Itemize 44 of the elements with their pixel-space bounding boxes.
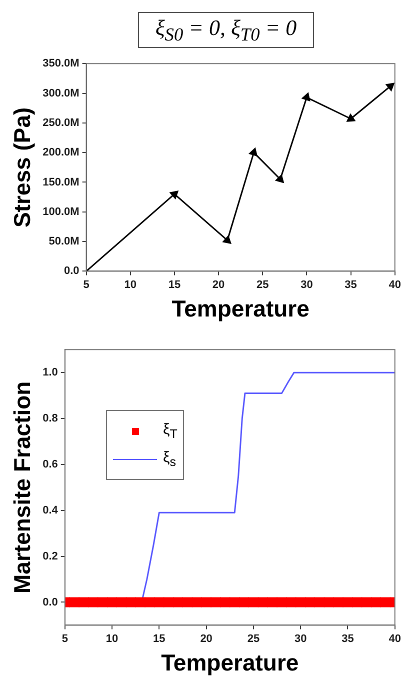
y-tick-label: 0.0: [42, 596, 58, 609]
legend-label: ξ$_{s}$: [163, 449, 176, 470]
y-tick-label: 250.0M: [42, 117, 80, 130]
x-tick-label: 40: [388, 279, 402, 292]
x-tick-label: 35: [342, 633, 354, 646]
y-tick-label: 0.4: [42, 504, 59, 517]
x-tick-label: 25: [256, 279, 269, 292]
y-tick-label: 350.0M: [42, 58, 80, 70]
chart-title: ξ$_{S0}$ = 0, ξ$_{T0}$ = 0: [138, 12, 314, 48]
x-axis-title: Temperature: [172, 296, 310, 322]
y-axis-title: Stress (Pa): [9, 108, 36, 228]
x-tick-label: 5: [83, 279, 90, 292]
x-tick-label: 10: [124, 279, 136, 292]
x-tick-label: 10: [106, 633, 118, 646]
x-axis-title: Temperature: [161, 650, 299, 676]
y-axis-title: Martensite Fraction: [9, 382, 36, 594]
legend-label: ξ$_{T}$: [163, 421, 178, 442]
y-tick-label: 0.2: [42, 550, 58, 563]
x-tick-label: 20: [200, 633, 212, 646]
y-tick-label: 300.0M: [42, 88, 80, 100]
point: [222, 236, 232, 244]
point: [276, 175, 284, 184]
point: [249, 148, 258, 157]
x-tick-label: 15: [168, 279, 181, 292]
x-tick-label: 35: [344, 279, 357, 292]
point: [346, 114, 356, 122]
y-tick-label: 50.0M: [48, 236, 80, 248]
x-tick-label: 40: [388, 633, 402, 646]
y-tick-label: 100.0M: [42, 206, 80, 218]
point: [170, 191, 178, 200]
y-tick-label: 0.6: [42, 458, 58, 471]
y-tick-label: 0.8: [42, 412, 58, 425]
x-tick-label: 20: [212, 279, 225, 292]
x-tick-label: 5: [62, 633, 68, 646]
y-tick-label: 150.0M: [42, 176, 80, 189]
y-tick-label: 0.0: [64, 266, 80, 278]
x-tick-label: 15: [153, 633, 166, 646]
point: [302, 93, 310, 102]
y-tick-label: 200.0M: [42, 146, 80, 159]
x-tick-label: 25: [247, 633, 260, 646]
y-tick-label: 1.0: [42, 366, 58, 379]
point: [386, 83, 394, 92]
x-tick-label: 30: [294, 633, 307, 646]
x-tick-label: 30: [300, 279, 313, 292]
